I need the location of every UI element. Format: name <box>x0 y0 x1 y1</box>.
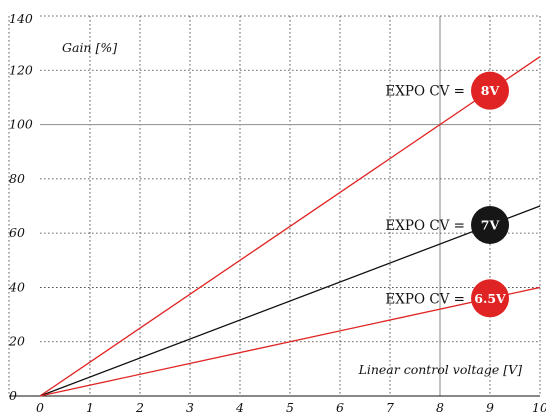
annotations: 8V EXPO CV = 7V EXPO CV = 6.5V EXPO CV = <box>385 71 509 318</box>
series-line-1 <box>39 56 541 397</box>
y-tick-label: 0 <box>9 388 17 403</box>
y-tick-label: 20 <box>8 334 25 349</box>
x-tick-label: 0 <box>36 400 44 415</box>
x-tick-label: 7 <box>386 400 394 415</box>
y-tick-label: 120 <box>9 62 33 77</box>
expo-cv-badge-value: 8V <box>481 83 500 98</box>
series-line-3 <box>39 286 541 397</box>
expo-cv-label: EXPO CV = <box>385 291 465 307</box>
y-tick-label: 140 <box>9 11 33 26</box>
axis-titles: Gain [%] Linear control voltage [V] <box>62 40 522 377</box>
x-tick-label: 5 <box>286 400 294 415</box>
expo-cv-badge-value: 7V <box>481 218 500 233</box>
expo-cv-label: EXPO CV = <box>385 218 465 234</box>
x-tick-label: 2 <box>135 400 144 415</box>
series-lines <box>39 56 541 397</box>
axis-ticks: 012345678910020406080100120140 <box>8 11 546 415</box>
x-tick-label: 9 <box>486 400 494 415</box>
x-tick-label: 3 <box>186 400 194 415</box>
y-tick-label: 80 <box>9 171 25 186</box>
y-tick-label: 60 <box>9 225 25 240</box>
expo-cv-badge <box>471 71 509 110</box>
series-line-2 <box>39 205 541 397</box>
x-tick-label: 6 <box>336 400 344 415</box>
expo-cv-label: EXPO CV = <box>385 84 465 100</box>
x-tick-label: 1 <box>86 400 94 415</box>
x-axis-title: Linear control voltage [V] <box>358 362 523 377</box>
expo-cv-badge <box>471 279 509 318</box>
y-tick-label: 100 <box>9 117 33 132</box>
y-tick-label: 40 <box>8 279 25 294</box>
y-axis-title: Gain [%] <box>62 40 117 55</box>
grid <box>8 15 541 397</box>
x-tick-label: 8 <box>436 400 444 415</box>
expo-cv-badge-value: 6.5V <box>474 291 506 306</box>
expo-cv-badge <box>471 206 509 244</box>
x-tick-label: 4 <box>235 400 244 415</box>
x-tick-label: 10 <box>532 400 546 415</box>
